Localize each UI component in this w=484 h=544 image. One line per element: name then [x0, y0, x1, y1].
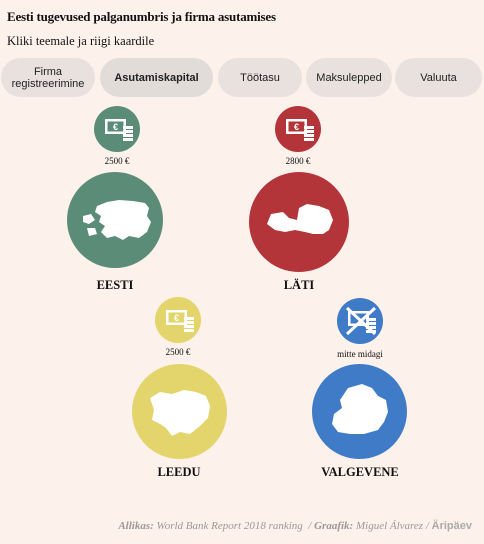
- graphic-text: Miguel Álvarez: [355, 520, 424, 532]
- latvia-map-circle[interactable]: [249, 172, 349, 272]
- svg-text:€: €: [174, 313, 179, 323]
- tab-firma-registreerimine[interactable]: Firma registreerimine: [1, 58, 95, 97]
- belarus-map-circle[interactable]: [312, 364, 407, 459]
- belarus-shape: [332, 384, 388, 434]
- tab-tootasu[interactable]: Töötasu: [218, 58, 302, 97]
- topic-tabs: Firma registreerimine Asutamiskapital Tö…: [0, 58, 484, 98]
- amount-label: 2800 €: [285, 156, 311, 166]
- source-text: World Bank Report 2018 ranking: [156, 520, 303, 532]
- amount-label: 2500 €: [104, 156, 130, 166]
- country-name: LÄTI: [283, 278, 315, 292]
- tab-label: Maksulepped: [316, 71, 382, 84]
- graphic-label: Graafik:: [314, 520, 354, 532]
- tab-label: Valuuta: [420, 71, 457, 84]
- aripaev-logo[interactable]: Äripäev: [431, 520, 472, 532]
- money-icon: €: [275, 106, 321, 152]
- amount-label: mitte midagi: [337, 349, 383, 359]
- footer-credits: Allikas: World Bank Report 2018 ranking …: [118, 520, 472, 532]
- country-name: LEEDU: [157, 465, 201, 479]
- lithuania-map-circle[interactable]: [132, 364, 227, 459]
- tab-asutamiskapital[interactable]: Asutamiskapital: [100, 58, 213, 97]
- svg-text:€: €: [294, 122, 299, 132]
- lithuania-shape: [150, 390, 210, 436]
- tab-label: Asutamiskapital: [114, 71, 199, 84]
- country-name: EESTI: [96, 278, 134, 292]
- money-icon: €: [94, 106, 140, 152]
- svg-text:€: €: [113, 122, 118, 132]
- estonia-shape: [83, 200, 151, 240]
- source-label: Allikas:: [118, 520, 154, 532]
- tab-label: Firma registreerimine: [11, 65, 85, 90]
- tab-valuuta[interactable]: Valuuta: [395, 58, 482, 97]
- latvia-shape: [267, 204, 333, 234]
- amount-label: 2500 €: [165, 347, 191, 357]
- tab-label: Töötasu: [240, 71, 280, 84]
- country-name: VALGEVENE: [321, 465, 399, 479]
- money-icon: €: [155, 297, 201, 343]
- page-subtitle: Kliki teemale ja riigi kaardile: [7, 34, 155, 48]
- estonia-map-circle[interactable]: [67, 172, 163, 268]
- tab-maksulepped[interactable]: Maksulepped: [306, 58, 392, 97]
- no-money-icon: [337, 298, 383, 344]
- page-title: Eesti tugevused palganumbris ja firma as…: [7, 9, 276, 24]
